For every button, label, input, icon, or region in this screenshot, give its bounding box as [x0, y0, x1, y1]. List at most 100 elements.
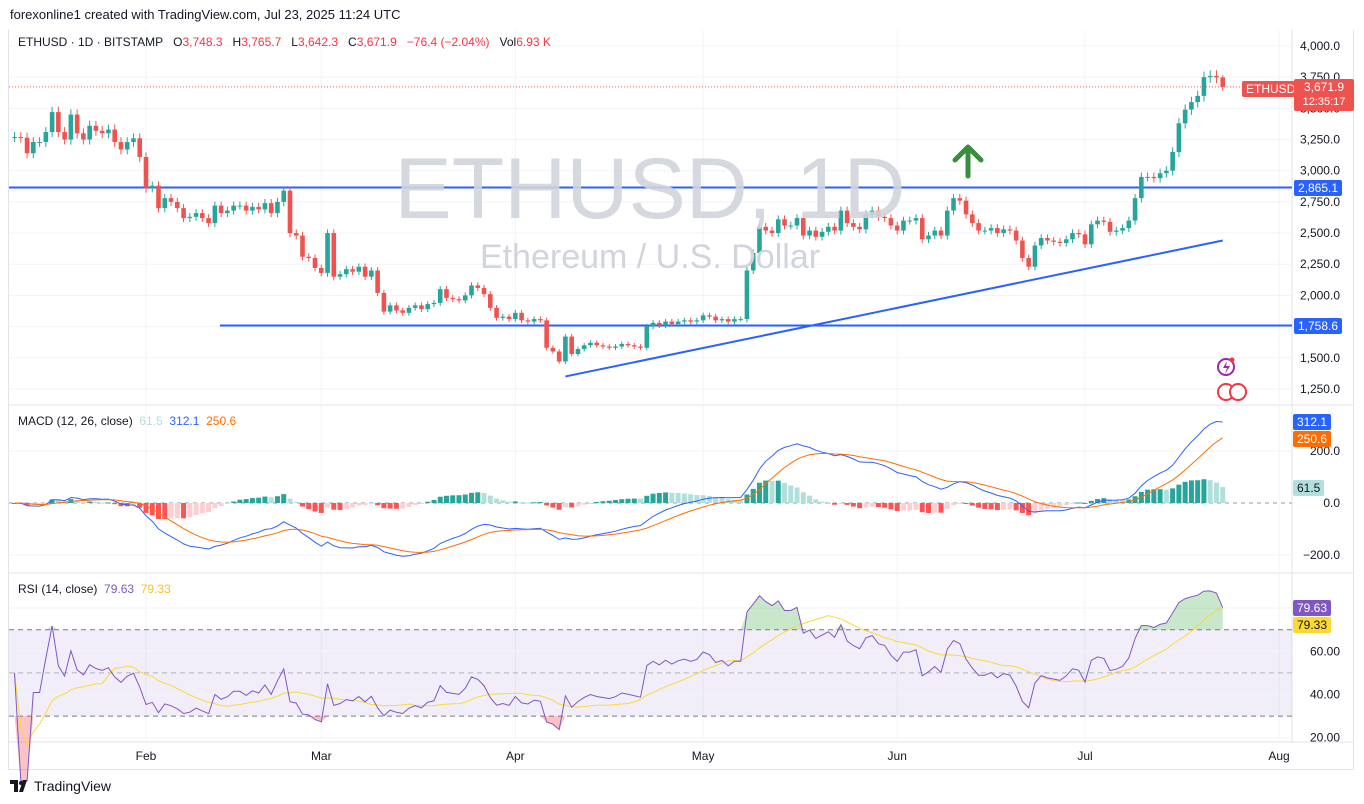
candle-body	[901, 220, 906, 231]
candle-body	[1001, 229, 1006, 234]
candle-body	[237, 205, 243, 207]
price-axis-tick: 2,750.0	[1300, 195, 1340, 209]
macd-histogram-bar	[306, 503, 312, 510]
symbol-info[interactable]: ETHUSD · 1D · BITSTAMP	[18, 35, 164, 49]
macd-histogram-bar	[587, 503, 593, 504]
candle-body	[268, 203, 274, 214]
macd-histogram-bar	[1063, 503, 1069, 506]
candle-body	[1170, 151, 1175, 171]
candle-body	[888, 218, 894, 226]
candle-body	[56, 112, 61, 133]
ascending-trendline	[565, 239, 1223, 378]
macd-histogram-bar	[807, 495, 813, 503]
macd-histogram-bar	[312, 503, 318, 512]
candle-body	[243, 205, 249, 211]
candle-body	[500, 316, 506, 318]
macd-histogram-bar	[381, 503, 387, 509]
macd-histogram-bar	[1107, 499, 1113, 503]
candle-body	[118, 142, 124, 150]
candle-body	[1126, 220, 1132, 229]
candle-body	[619, 344, 625, 347]
candle-body	[99, 130, 105, 134]
low-label: L	[291, 35, 298, 49]
candle-body	[1139, 176, 1144, 199]
macd-histogram-bar	[656, 492, 662, 503]
symbol-legend[interactable]: ETHUSD · 1D · BITSTAMP O3,748.3 H3,765.7…	[18, 35, 551, 49]
candle-body	[707, 315, 712, 317]
macd-histogram-bar	[963, 503, 969, 504]
candle-body	[938, 230, 944, 236]
candle-body	[431, 302, 437, 305]
candle-body	[919, 218, 925, 240]
last-price-tag: 3,671.9 12:35:17	[1294, 79, 1354, 111]
macd-histogram-bar	[249, 498, 255, 503]
candle-body	[1195, 95, 1200, 103]
macd-histogram-bar	[1213, 482, 1219, 503]
candle-body	[212, 205, 218, 224]
candle-body	[419, 305, 424, 310]
price-axis-tick: 4,000.0	[1300, 39, 1340, 53]
candle-body	[519, 312, 524, 321]
candle-body	[538, 319, 543, 321]
macd-histogram-bar	[425, 501, 431, 503]
macd-histogram-bar	[894, 503, 900, 511]
candle-body	[1101, 220, 1107, 222]
candle-body	[168, 198, 174, 202]
candle-body	[963, 200, 969, 215]
candle-body	[275, 201, 280, 214]
macd-histogram-bar	[80, 502, 86, 504]
candle-body	[494, 307, 499, 318]
candle-body	[750, 253, 756, 271]
candle-body	[1088, 224, 1094, 245]
macd-histogram-bar	[437, 496, 443, 503]
candle-body	[531, 319, 537, 322]
candle-body	[563, 336, 568, 362]
candle-body	[957, 198, 963, 201]
macd-histogram-bar	[1176, 484, 1182, 503]
macd-histogram-bar	[857, 503, 863, 509]
macd-histogram-bar	[343, 503, 349, 509]
candle-body	[1082, 234, 1088, 245]
macd-histogram-bar	[418, 503, 424, 504]
macd-histogram-bar	[969, 503, 975, 506]
macd-histogram-bar	[800, 492, 806, 503]
macd-histogram-bar	[318, 503, 324, 513]
events-icons	[1217, 357, 1247, 401]
macd-line-value: 312.1	[169, 414, 200, 428]
time-axis-label: May	[692, 749, 715, 763]
us-flag-event-icon	[1229, 383, 1247, 401]
candle-body	[1176, 123, 1182, 152]
macd-legend[interactable]: MACD (12, 26, close) 61.5 312.1 250.6	[18, 414, 236, 428]
macd-histogram-bar	[1120, 500, 1126, 503]
macd-histogram-bar	[957, 503, 963, 504]
macd-histogram-bar	[1157, 489, 1163, 503]
time-axis-label: Jun	[888, 749, 907, 763]
level-tag-resistance[interactable]: 2,865.1	[1294, 180, 1343, 196]
tradingview-logo[interactable]: TradingView	[10, 778, 111, 794]
macd-histogram-bar	[719, 498, 725, 503]
candle-body	[894, 225, 900, 231]
macd-line	[14, 420, 1223, 557]
level-tag-support[interactable]: 1,758.6	[1294, 318, 1343, 334]
macd-histogram-bar	[512, 501, 518, 503]
candle-body	[24, 137, 30, 154]
macd-histogram-bar	[212, 503, 218, 509]
macd-histogram-bar	[1088, 500, 1094, 503]
candle-body	[613, 346, 618, 348]
candle-body	[300, 235, 305, 257]
macd-histogram-bar	[725, 499, 731, 503]
macd-histogram-bar	[487, 495, 493, 503]
macd-histogram-bar	[325, 503, 331, 508]
candle-body	[819, 231, 825, 237]
candle-body	[1164, 170, 1169, 174]
candle-body	[406, 307, 412, 313]
candle-body	[782, 219, 787, 226]
candle-body	[1032, 245, 1038, 267]
candle-body	[525, 320, 531, 322]
candle-body	[43, 132, 49, 143]
rsi-legend[interactable]: RSI (14, close) 79.63 79.33	[18, 582, 171, 596]
candle-body	[1214, 75, 1219, 78]
candle-body	[287, 190, 293, 234]
macd-histogram-bar	[137, 503, 143, 508]
